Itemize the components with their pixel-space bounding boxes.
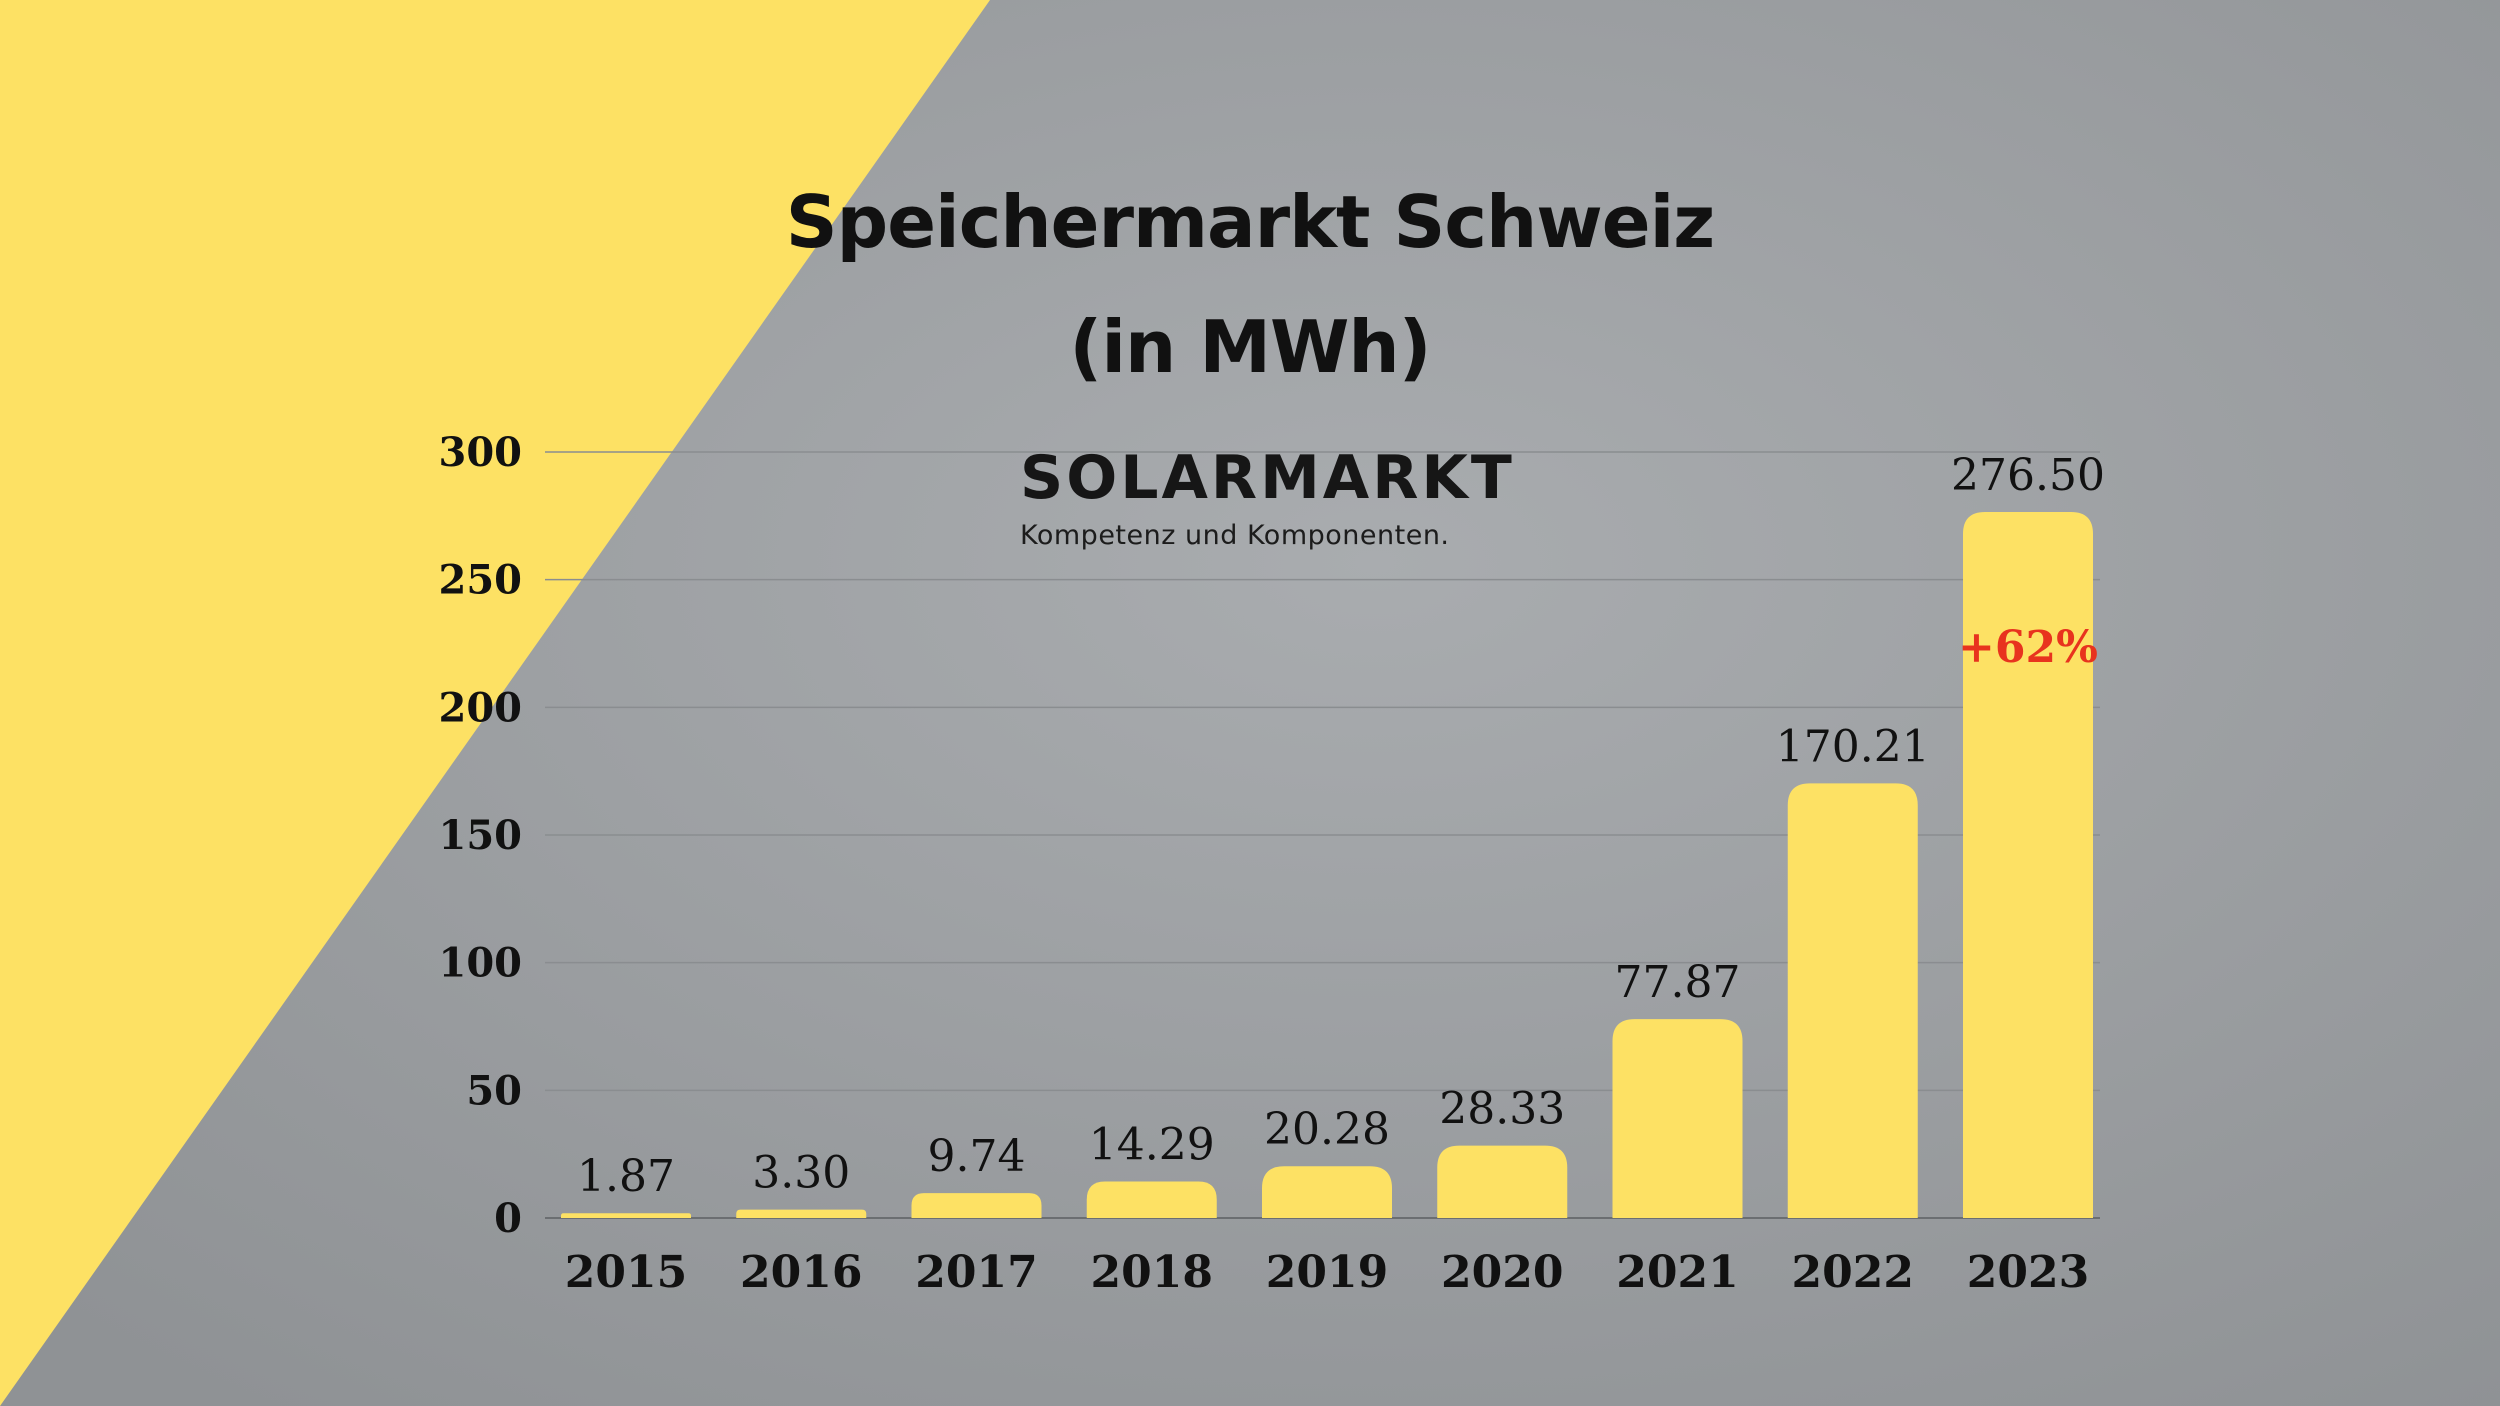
bar-2017 (911, 1193, 1042, 1218)
bar-2019 (1262, 1166, 1392, 1218)
yellow-diagonal-shape (0, 0, 990, 1406)
value-label: 9.74 (928, 1131, 1026, 1182)
x-tick-label: 2022 (1792, 1247, 1914, 1298)
y-tick-label: 300 (439, 429, 523, 476)
bar-2018 (1086, 1181, 1217, 1218)
x-tick-label: 2020 (1441, 1247, 1563, 1298)
y-tick-label: 50 (466, 1067, 522, 1114)
x-tick-label: 2023 (1967, 1247, 2089, 1298)
x-tick-label: 2015 (565, 1247, 687, 1298)
y-tick-label: 0 (494, 1195, 522, 1242)
y-tick-label: 250 (439, 557, 523, 604)
bar-2016 (736, 1209, 867, 1218)
y-tick-label: 150 (439, 812, 523, 859)
x-tick-label: 2019 (1266, 1247, 1388, 1298)
bar-2023 (1963, 512, 2093, 1218)
value-label: 276.50 (1951, 450, 2105, 501)
y-tick-label: 200 (439, 684, 523, 731)
x-tick-label: 2016 (740, 1247, 862, 1298)
y-tick-label: 100 (439, 940, 523, 987)
value-label: 28.33 (1439, 1084, 1565, 1135)
value-label: 1.87 (577, 1151, 675, 1202)
value-label: 77.87 (1615, 957, 1741, 1008)
bar-2021 (1612, 1019, 1743, 1218)
logo-tagline: Kompetenz und Komponenten. (1020, 520, 1450, 551)
value-label: 14.29 (1089, 1120, 1215, 1171)
x-tick-label: 2018 (1091, 1247, 1213, 1298)
bar-2020 (1437, 1145, 1568, 1218)
x-tick-label: 2017 (915, 1247, 1037, 1298)
value-label: 3.30 (752, 1148, 850, 1199)
bar-2015 (561, 1213, 691, 1218)
x-tick-label: 2021 (1616, 1247, 1738, 1298)
logo-name: SOLARMARKT (1020, 443, 1515, 513)
chart-subtitle-unit: (in MWh) (1069, 305, 1431, 389)
growth-annotation: +62% (1958, 622, 2098, 673)
solarmarkt-logo: SOLARMARKT Kompetenz und Komponenten. (1020, 448, 1540, 551)
bar-2022 (1787, 783, 1918, 1218)
chart-title: Speichermarkt Schweiz (785, 180, 1715, 264)
value-label: 20.28 (1264, 1104, 1390, 1155)
value-label: 170.21 (1776, 721, 1930, 772)
